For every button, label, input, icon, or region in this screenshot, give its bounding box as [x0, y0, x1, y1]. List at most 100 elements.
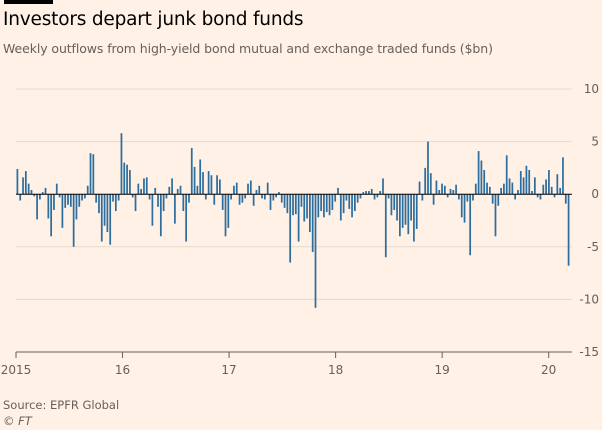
bar	[356, 194, 359, 203]
bar	[22, 177, 24, 195]
bar	[382, 178, 384, 195]
bar	[33, 194, 36, 197]
x-tick-label: 19	[435, 363, 450, 377]
bar	[404, 194, 407, 225]
bar	[185, 194, 188, 242]
bar	[95, 194, 98, 203]
bar	[16, 168, 19, 195]
bar	[474, 183, 477, 195]
bar	[109, 194, 112, 245]
bar	[339, 194, 342, 221]
bar	[207, 171, 210, 195]
bar	[379, 191, 382, 195]
bar	[553, 194, 556, 198]
bar	[514, 194, 517, 200]
bar	[30, 189, 33, 195]
bar	[486, 182, 488, 195]
bar	[455, 184, 457, 195]
bar	[536, 194, 539, 198]
bar	[224, 194, 227, 237]
y-tick-labels: 10 5 0 -5 -10 -15	[579, 82, 599, 359]
bar	[393, 194, 396, 210]
bar	[311, 194, 314, 253]
bar	[86, 185, 89, 195]
bar	[213, 194, 216, 205]
bar	[129, 170, 131, 195]
bar	[531, 191, 533, 195]
bar	[317, 194, 320, 218]
bar	[483, 170, 486, 195]
bar	[174, 194, 176, 224]
bar	[39, 194, 41, 200]
x-tick-label: 16	[115, 363, 130, 377]
bar	[452, 189, 455, 195]
bar	[438, 189, 441, 195]
bar	[480, 160, 483, 195]
bar	[407, 194, 410, 235]
bar	[283, 194, 286, 208]
bar	[334, 194, 337, 202]
bar	[143, 178, 145, 195]
bar	[562, 157, 564, 195]
bar	[258, 185, 261, 195]
x-tick-label: 2015	[1, 363, 32, 377]
bar	[413, 194, 415, 242]
bar	[373, 194, 376, 200]
y-tick-label: -10	[579, 292, 599, 306]
bar	[410, 194, 412, 221]
bar	[165, 194, 168, 199]
bar	[75, 194, 78, 220]
bar	[458, 194, 460, 200]
bar	[446, 194, 449, 198]
bar	[61, 194, 64, 228]
bar	[348, 194, 351, 209]
bar	[272, 194, 275, 201]
bar	[297, 194, 300, 242]
bar	[41, 192, 44, 195]
bar	[365, 191, 367, 195]
bar	[120, 133, 123, 195]
bar	[362, 192, 365, 195]
bar	[221, 194, 224, 210]
bar	[477, 151, 480, 195]
bar	[309, 194, 311, 233]
bar	[55, 183, 58, 195]
bar	[131, 194, 134, 198]
bar	[519, 171, 522, 195]
bar	[103, 194, 106, 226]
bar	[100, 194, 103, 242]
bar	[92, 154, 95, 195]
bar	[497, 194, 500, 206]
bar	[269, 194, 272, 210]
bar	[472, 194, 474, 201]
bar	[58, 194, 61, 198]
bar	[230, 194, 232, 200]
bar	[176, 188, 179, 195]
bar	[114, 194, 117, 212]
bar	[179, 185, 182, 195]
bar	[466, 194, 469, 202]
bar	[261, 194, 263, 199]
bar	[528, 170, 531, 195]
bar	[44, 187, 47, 195]
bar	[384, 194, 387, 258]
bar	[106, 194, 109, 233]
bar	[342, 194, 345, 214]
bar	[193, 166, 196, 195]
bar	[488, 186, 491, 195]
bars	[16, 133, 570, 308]
bar	[117, 194, 120, 201]
bar	[491, 194, 494, 204]
bar	[78, 194, 81, 207]
bar	[233, 185, 235, 195]
brand-bar	[4, 0, 53, 4]
bar	[463, 194, 466, 223]
bar	[300, 194, 303, 207]
bar	[432, 194, 435, 205]
bar	[148, 194, 151, 200]
bar	[559, 187, 562, 195]
bar	[188, 194, 190, 203]
bar	[424, 167, 427, 195]
bar	[314, 194, 317, 308]
x-tick-label: 18	[328, 363, 343, 377]
